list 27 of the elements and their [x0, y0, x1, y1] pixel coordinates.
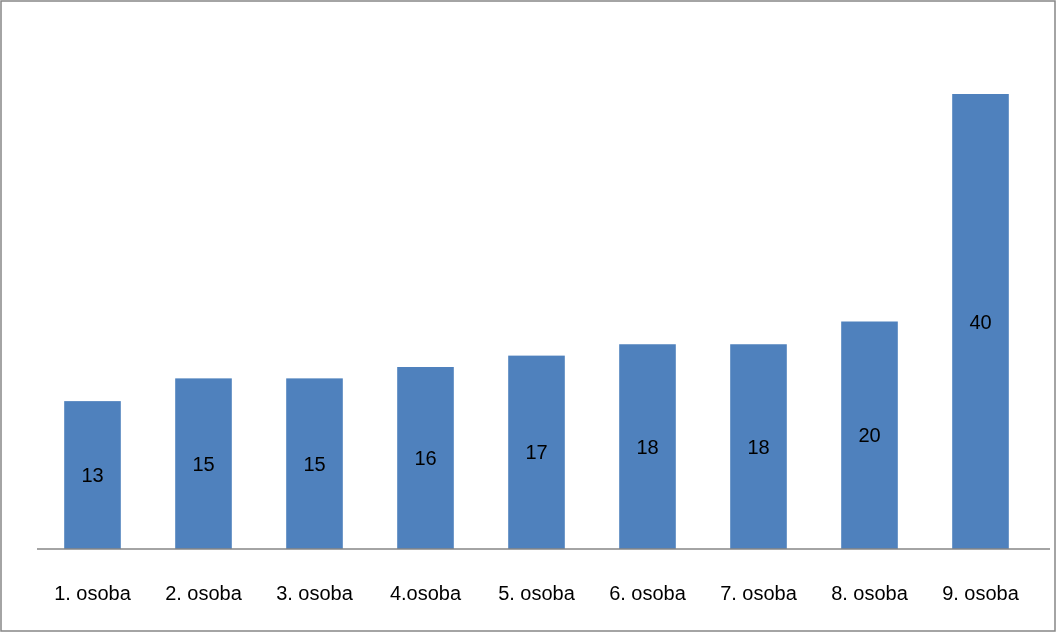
- x-tick-label: 3. osoba: [276, 582, 354, 604]
- bar: [619, 344, 676, 549]
- x-tick-label: 8. osoba: [831, 582, 909, 604]
- x-tick-label: 9. osoba: [942, 582, 1020, 604]
- data-label: 16: [414, 447, 437, 469]
- bar: [64, 401, 121, 549]
- data-label: 18: [747, 435, 770, 458]
- data-label: 15: [303, 452, 326, 475]
- x-tick-label: 4.osoba: [389, 582, 462, 604]
- bar: [841, 321, 898, 549]
- data-label: 15: [192, 452, 215, 475]
- bar: [730, 344, 787, 549]
- x-tick-label: 2. osoba: [165, 582, 243, 604]
- data-label: 13: [81, 464, 104, 487]
- bar: [952, 94, 1009, 549]
- bar: [286, 378, 343, 549]
- bar: [175, 378, 232, 549]
- x-tick-label: 1. osoba: [54, 582, 132, 604]
- data-label: 40: [969, 310, 992, 333]
- bar: [397, 367, 454, 549]
- data-label: 18: [636, 435, 659, 458]
- data-label: 17: [525, 441, 548, 464]
- x-tick-label: 5. osoba: [498, 582, 576, 604]
- x-tick-label: 7. osoba: [720, 582, 798, 604]
- data-label: 20: [858, 424, 881, 447]
- x-tick-label: 6. osoba: [609, 582, 687, 604]
- bar: [508, 355, 565, 549]
